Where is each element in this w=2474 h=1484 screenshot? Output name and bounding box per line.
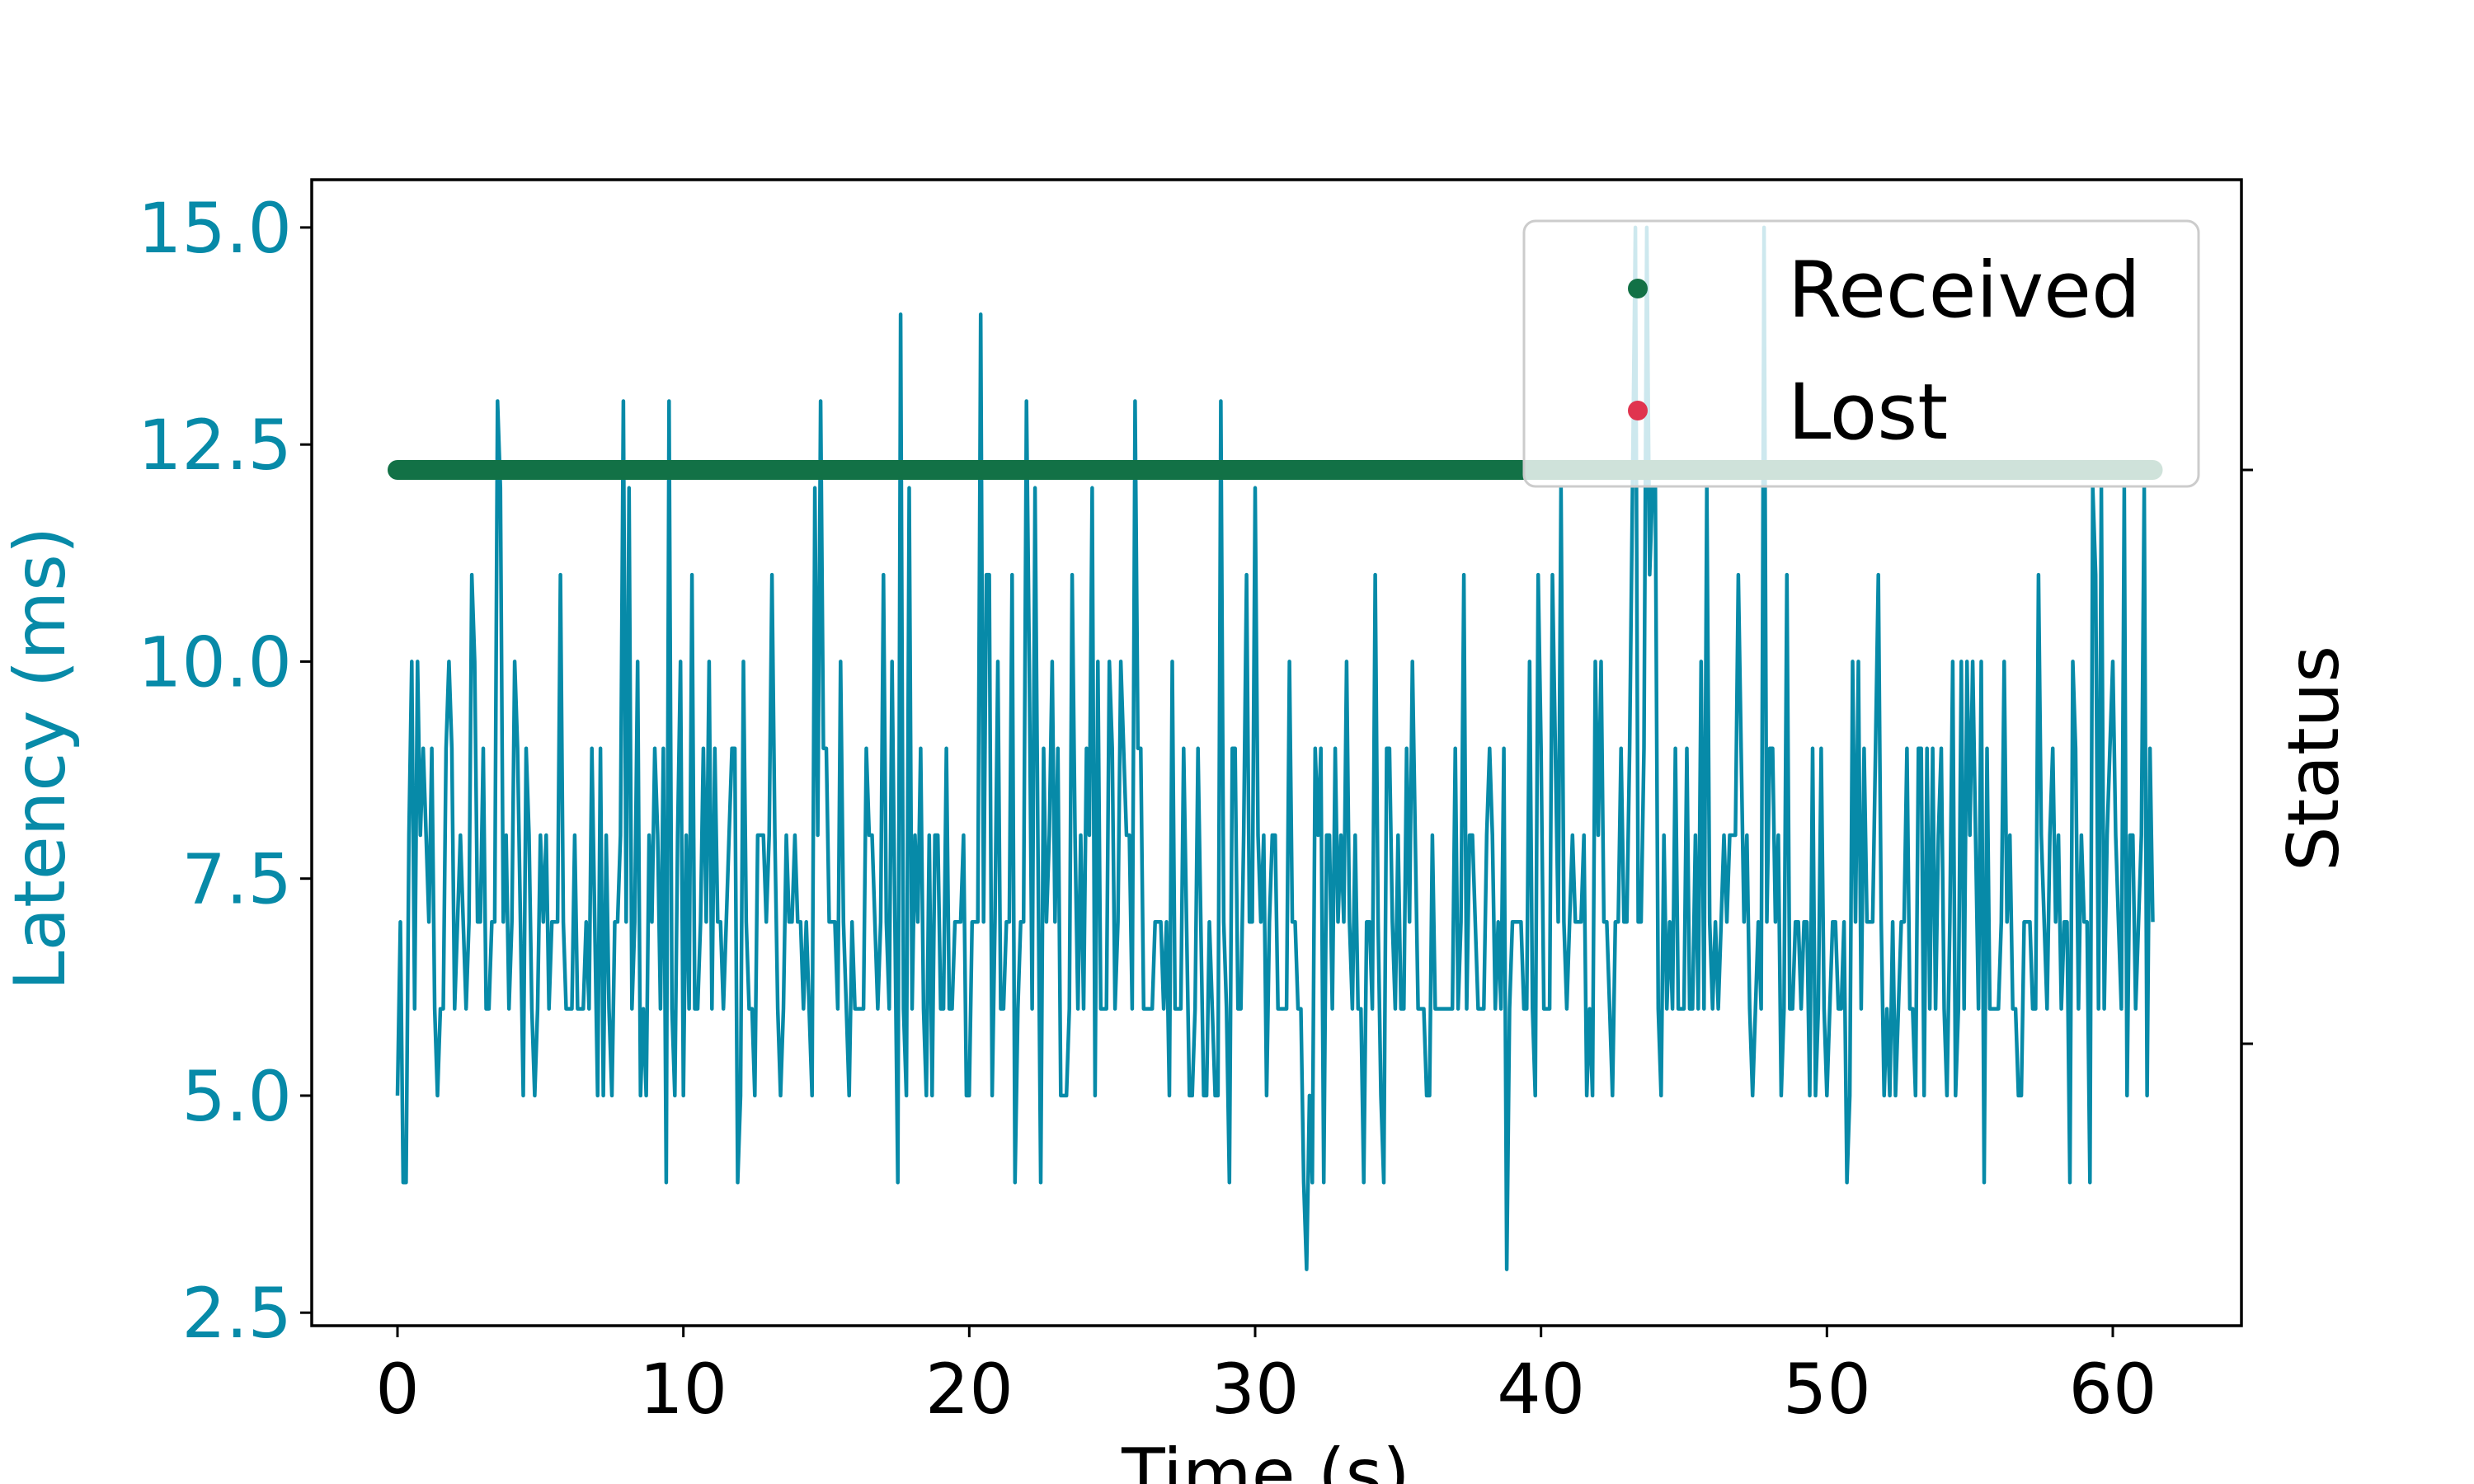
latency-line [395, 225, 2155, 1271]
y-tick-label: 10.0 [138, 622, 292, 702]
x-tick-label: 20 [925, 1349, 1014, 1430]
x-tick-label: 50 [1783, 1349, 1871, 1430]
legend-box [1522, 219, 2200, 488]
x-tick-label: 10 [639, 1349, 727, 1430]
legend-marker [1628, 279, 1648, 298]
y-tick-label: 2.5 [181, 1273, 292, 1354]
legend-marker [1628, 401, 1648, 420]
legend: Received Lost [1522, 219, 2200, 488]
y-tick-label: 12.5 [138, 405, 292, 486]
x-axis-label: Time (s) [1121, 1434, 1410, 1484]
plot-frame [310, 178, 2243, 1327]
y-tick-label: 15.0 [138, 188, 292, 269]
x-tick-label: 30 [1211, 1349, 1300, 1430]
y2-axis-label: Status [2273, 646, 2355, 871]
x-tick-label: 60 [2069, 1349, 2157, 1430]
y-tick-label: 7.5 [181, 839, 292, 920]
legend-label: Lost [1788, 368, 1948, 458]
latency-series [395, 225, 2155, 1271]
x-tick-label: 0 [375, 1349, 419, 1430]
y-tick-label: 5.0 [181, 1056, 292, 1137]
x-tick-label: 40 [1497, 1349, 1585, 1430]
axes: 2.5 5.0 7.5 10.0 12.5 15.0 0 10 20 30 40 50 60 [138, 178, 2253, 1430]
legend-label: Received [1788, 246, 2141, 336]
y-axis-label: Latency (ms) [0, 527, 82, 991]
